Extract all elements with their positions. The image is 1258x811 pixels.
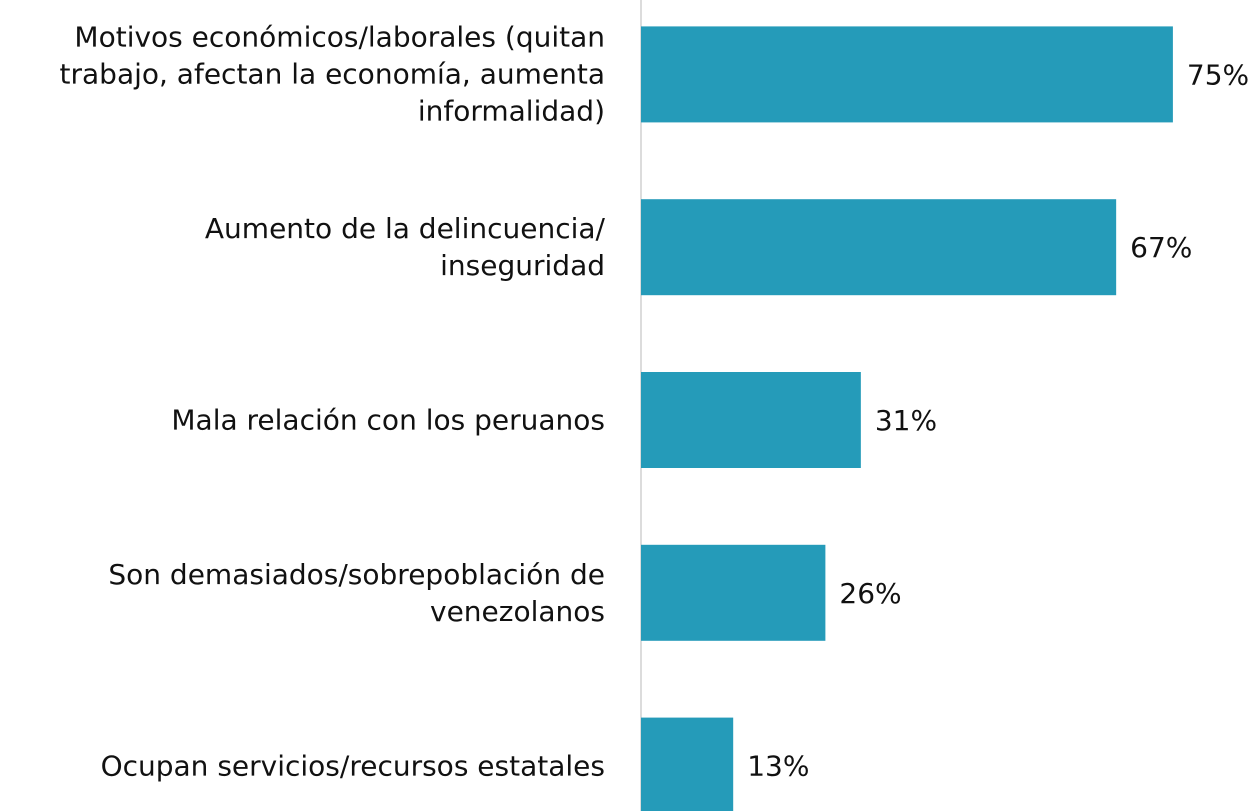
value-label: 31% — [875, 404, 937, 437]
value-label: 67% — [1130, 231, 1192, 264]
value-label: 75% — [1187, 58, 1249, 91]
bar — [641, 26, 1173, 123]
bar — [641, 544, 826, 641]
value-label: 26% — [839, 577, 901, 610]
category-label: Son demasiados/sobrepoblación de venezol… — [108, 557, 605, 628]
category-label: Ocupan servicios/recursos estatales — [100, 749, 605, 783]
bar — [641, 717, 734, 811]
category-label: Motivos económicos/laborales (quitan tra… — [59, 20, 605, 128]
value-label: 13% — [747, 750, 809, 783]
bar — [641, 199, 1117, 296]
category-label: Mala relación con los peruanos — [171, 403, 605, 437]
bar — [641, 372, 861, 468]
category-label: Aumento de la delincuencia/ inseguridad — [204, 212, 605, 283]
